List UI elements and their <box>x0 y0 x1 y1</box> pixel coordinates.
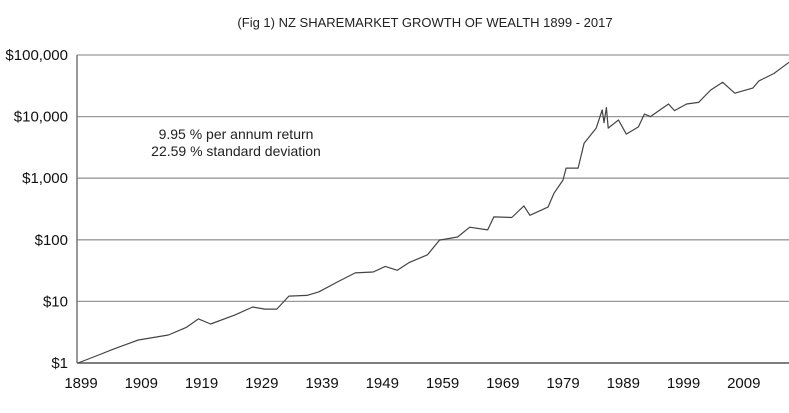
x-tick-label: 1989 <box>607 375 640 392</box>
y-tick-label: $10 <box>43 293 68 310</box>
x-axis-ticks: 1899 1909 1919 1929 1939 1949 1959 1969 1979 1989… <box>64 375 760 392</box>
annotation-return: 9.95 % per annum return <box>159 126 314 142</box>
chart-title: (Fig 1) NZ SHAREMARKET GROWTH OF WEALTH … <box>237 15 612 30</box>
series-line <box>77 61 789 364</box>
x-tick-label: 1899 <box>64 375 97 392</box>
y-axis-ticks: $100,000 $10,000 $1,000 $100 $10 $1 <box>5 47 68 372</box>
y-tick-label: $1 <box>51 355 68 372</box>
x-tick-label: 1949 <box>366 375 399 392</box>
x-tick-label: 1969 <box>486 375 519 392</box>
gridlines <box>77 54 789 303</box>
x-tick-label: 1959 <box>426 375 459 392</box>
y-tick-label: $100 <box>35 232 68 249</box>
y-tick-label: $1,000 <box>22 170 68 187</box>
x-tick-label: 1999 <box>667 375 700 392</box>
x-tick-label: 2009 <box>727 375 760 392</box>
x-tick-label: 1929 <box>245 375 278 392</box>
x-tick-label: 1979 <box>546 375 579 392</box>
x-tick-label: 1939 <box>305 375 338 392</box>
x-tick-label: 1919 <box>185 375 218 392</box>
y-tick-label: $10,000 <box>14 109 68 126</box>
x-tick-label: 1909 <box>125 375 158 392</box>
y-tick-label: $100,000 <box>5 47 68 64</box>
annotation-std-dev: 22.59 % standard deviation <box>151 143 321 159</box>
